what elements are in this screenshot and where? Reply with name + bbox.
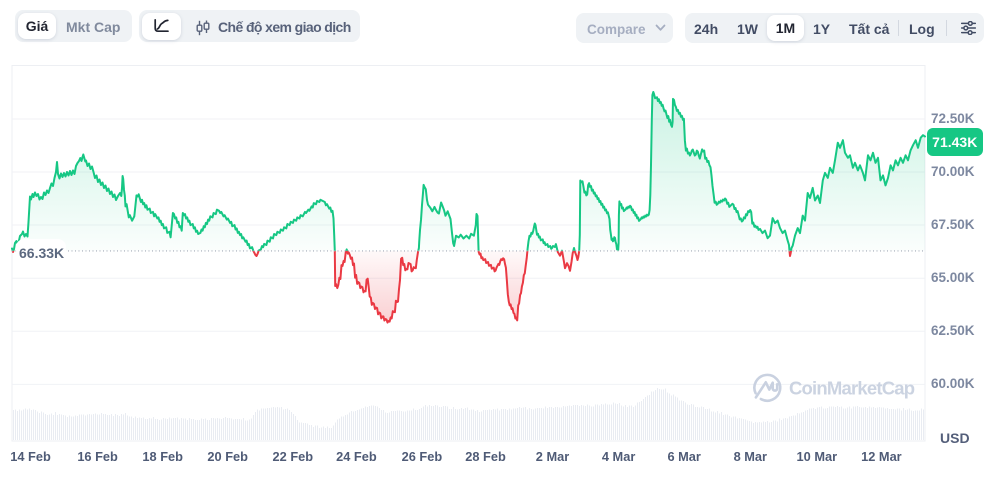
svg-text:CoinMarketCap: CoinMarketCap (789, 378, 915, 399)
